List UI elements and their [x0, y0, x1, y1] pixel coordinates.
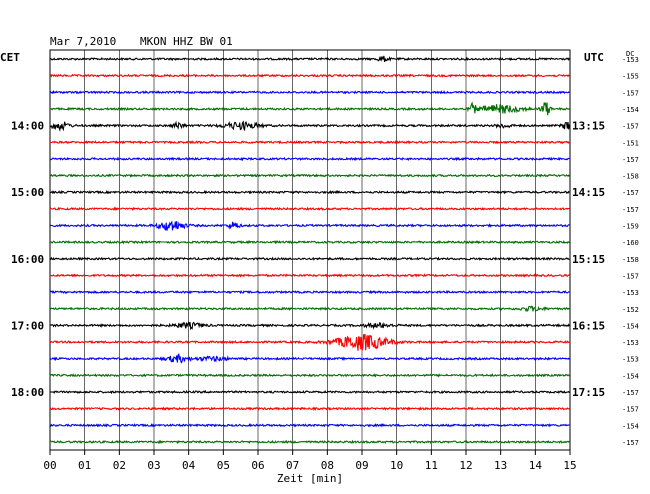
dc-value: -155 [622, 73, 639, 81]
left-hour-label: 15:00 [11, 186, 44, 199]
dc-value: -157 [622, 439, 639, 447]
seismic-trace [49, 333, 570, 351]
x-tick-label: 01 [78, 459, 91, 472]
grid [49, 49, 571, 451]
left-timezone: CET [0, 51, 20, 64]
x-tick-label: 06 [251, 459, 264, 472]
dc-value: -157 [622, 406, 639, 414]
dc-value: -157 [622, 123, 639, 131]
left-hour-label: 16:00 [11, 253, 44, 266]
dc-value: -157 [622, 206, 639, 214]
right-hour-labels: 13:15 14:15 15:15 16:15 17:15 [572, 120, 605, 399]
seismic-trace [49, 320, 570, 331]
seismic-trace [49, 273, 570, 278]
seismic-trace [49, 156, 570, 162]
seismic-trace [49, 439, 570, 445]
x-tick-label: 05 [217, 459, 230, 472]
seismic-trace [49, 189, 570, 195]
x-tick-label: 09 [355, 459, 368, 472]
seismic-trace [49, 140, 570, 145]
x-tick-label: 10 [390, 459, 403, 472]
dc-value: -154 [622, 372, 639, 380]
x-tick-label: 11 [425, 459, 438, 472]
seismic-trace [49, 406, 570, 411]
left-hour-label: 14:00 [11, 120, 44, 133]
seismic-trace [49, 173, 570, 178]
seismic-trace [49, 101, 570, 116]
x-tick-label: 12 [459, 459, 472, 472]
right-hour-label: 17:15 [572, 386, 605, 399]
header-station: MKON HHZ BW 01 [140, 35, 233, 48]
x-axis: 00 01 02 03 04 05 06 07 08 09 10 11 12 13 14 15 [43, 450, 577, 472]
x-tick-label: 13 [494, 459, 507, 472]
dc-value: -153 [622, 339, 639, 347]
x-tick-label: 14 [529, 459, 543, 472]
dc-value: -158 [622, 173, 639, 181]
dc-value: -154 [622, 322, 639, 330]
x-tick-label: 02 [113, 459, 126, 472]
dc-value: -152 [622, 306, 639, 314]
seismic-trace [49, 55, 570, 63]
seismic-trace [49, 220, 570, 231]
seismic-trace [49, 289, 570, 295]
dc-value: -151 [622, 139, 639, 147]
right-hour-label: 14:15 [572, 186, 605, 199]
seismic-trace [49, 256, 570, 261]
dc-value: -159 [622, 223, 639, 231]
seismic-trace [49, 206, 570, 212]
plot-frame [49, 49, 571, 451]
traces [49, 55, 570, 445]
x-tick-label: 15 [563, 459, 576, 472]
right-hour-label: 16:15 [572, 319, 605, 332]
dc-value: -158 [622, 256, 639, 264]
dc-value: -153 [622, 56, 639, 64]
seismic-trace [49, 120, 570, 133]
seismic-trace [50, 389, 570, 395]
header-date: Mar 7,2010 [50, 35, 116, 48]
seismic-trace [49, 239, 570, 245]
dc-label: DC [626, 50, 634, 58]
seismic-trace [49, 73, 570, 78]
dc-value: -157 [622, 389, 639, 397]
x-tick-label: 04 [182, 459, 196, 472]
dc-value: -157 [622, 156, 639, 164]
x-axis-label: Zeit [min] [277, 472, 343, 485]
x-tick-label: 03 [147, 459, 160, 472]
x-tick-label: 07 [286, 459, 299, 472]
right-hour-label: 15:15 [572, 253, 605, 266]
dc-value: -153 [622, 356, 639, 364]
dc-value: -154 [622, 422, 639, 430]
dc-value: -153 [622, 289, 639, 297]
seismic-trace [49, 353, 570, 364]
dc-value: -160 [622, 239, 639, 247]
dc-value: -157 [622, 89, 639, 97]
dc-values: -153 -155 -157 -154 -157 -151 -157 -158 -157 -157… [622, 56, 639, 447]
x-tick-label: 08 [321, 459, 334, 472]
left-hour-label: 18:00 [11, 386, 44, 399]
seismic-trace [49, 305, 570, 313]
dc-value: -157 [622, 272, 639, 280]
x-tick-label: 00 [43, 459, 56, 472]
seismic-trace [49, 423, 570, 428]
dc-value: -157 [622, 189, 639, 197]
right-timezone: UTC [584, 51, 604, 64]
dc-value: -154 [622, 106, 639, 114]
seismic-trace [49, 373, 570, 378]
left-hour-labels: 14:00 15:00 16:00 17:00 18:00 [11, 120, 44, 399]
left-hour-label: 17:00 [11, 319, 44, 332]
right-hour-label: 13:15 [572, 120, 605, 133]
seismic-trace [49, 90, 570, 95]
